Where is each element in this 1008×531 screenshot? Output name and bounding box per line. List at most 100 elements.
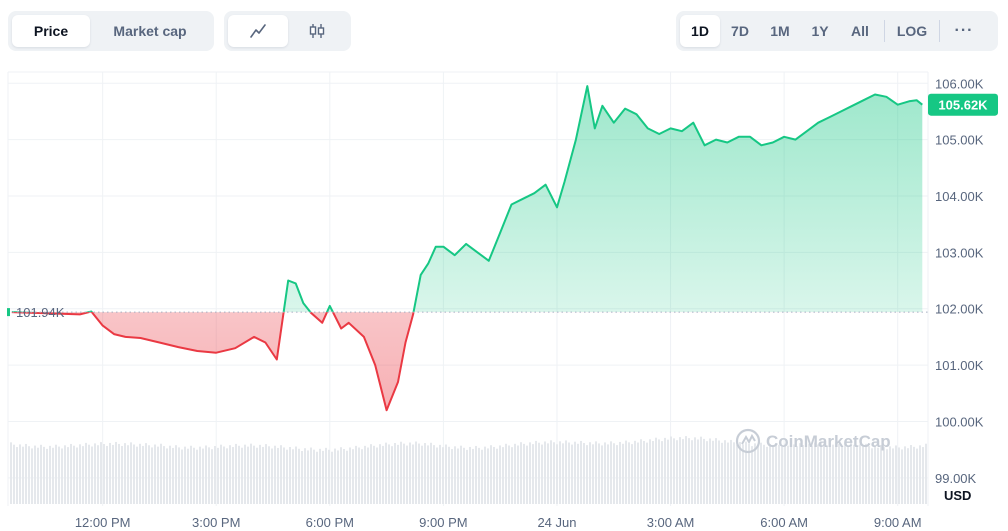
volume-bar: [193, 447, 195, 504]
range-all[interactable]: All: [851, 23, 869, 39]
volume-bar: [181, 449, 183, 504]
log-scale-button[interactable]: LOG: [896, 23, 928, 39]
volume-bar: [838, 443, 840, 504]
volume-bar: [91, 446, 93, 504]
volume-bar: [856, 447, 858, 504]
price-line-up: [11, 85, 923, 313]
watermark-text: CoinMarketCap: [766, 432, 891, 451]
volume-bar: [640, 439, 642, 504]
volume-bar: [223, 446, 225, 504]
volume-bar: [127, 445, 129, 504]
volume-bar: [229, 445, 231, 504]
volume-bar: [364, 445, 366, 504]
volume-bar: [547, 443, 549, 504]
volume-bar: [196, 449, 198, 504]
volume-bar: [628, 442, 630, 504]
volume-bar: [559, 441, 561, 504]
volume-bar: [142, 445, 144, 504]
range-1y[interactable]: 1Y: [811, 23, 829, 39]
volume-bar: [883, 447, 885, 504]
price-series: 101.94K: [7, 85, 928, 412]
volume-bar: [463, 447, 465, 504]
volume-bar: [538, 442, 540, 504]
volume-bar: [694, 437, 696, 504]
volume-bar: [433, 445, 435, 504]
volume-bar: [730, 439, 732, 504]
volume-bar: [568, 442, 570, 504]
volume-bar: [550, 440, 552, 504]
volume-bar: [865, 443, 867, 504]
time-range-toggle: 1D 7D 1M 1Y All LOG ···: [676, 11, 998, 51]
volume-bar: [286, 449, 288, 504]
volume-bar: [913, 446, 915, 504]
volume-bar: [610, 441, 612, 504]
volume-bar: [916, 448, 918, 504]
volume-bar: [763, 444, 765, 504]
volume-bar: [844, 443, 846, 504]
volume-bar: [250, 443, 252, 504]
tab-price[interactable]: Price: [12, 15, 90, 47]
y-tick-label: 105.00K: [935, 133, 984, 148]
volume-bar: [358, 447, 360, 504]
baseline-marker: [7, 308, 10, 317]
volume-bar: [769, 443, 771, 504]
volume-bar: [517, 445, 519, 504]
volume-bar: [247, 446, 249, 504]
range-1m[interactable]: 1M: [770, 23, 790, 39]
volume-bar: [442, 447, 444, 504]
volume-bar: [889, 446, 891, 504]
volume-bar: [592, 444, 594, 504]
volume-bar: [817, 444, 819, 504]
volume-bar: [172, 447, 174, 504]
volume-bar: [526, 445, 528, 504]
volume-bar: [901, 449, 903, 504]
x-tick-label: 3:00 PM: [192, 515, 240, 530]
volume-bar: [469, 446, 471, 504]
volume-bar: [925, 443, 927, 504]
volume-bar: [49, 445, 51, 504]
volume-bar: [118, 443, 120, 504]
divider: [884, 20, 885, 42]
line-chart-button[interactable]: [228, 15, 288, 47]
more-options-button[interactable]: ···: [954, 22, 974, 39]
volume-bar: [160, 443, 162, 504]
volume-bar: [643, 440, 645, 504]
volume-bar: [781, 446, 783, 504]
volume-bar: [496, 448, 498, 504]
volume-bar: [184, 446, 186, 504]
volume-bar: [457, 448, 459, 504]
volume-bar: [88, 444, 90, 504]
below-baseline-group: [11, 312, 415, 412]
volume-bar: [70, 443, 72, 504]
range-7d[interactable]: 7D: [731, 23, 749, 39]
volume-bar: [751, 446, 753, 504]
volume-bar: [922, 447, 924, 504]
volume-bar: [637, 442, 639, 504]
volume-bar: [892, 448, 894, 504]
range-1d[interactable]: 1D: [680, 15, 720, 47]
volume-bar: [175, 445, 177, 504]
volume-bar: [448, 446, 450, 504]
volume-bar: [691, 440, 693, 504]
volume-bar: [814, 442, 816, 504]
volume-bar: [352, 449, 354, 504]
volume-bar: [28, 446, 30, 504]
volume-bar: [841, 446, 843, 504]
volume-bar: [208, 447, 210, 504]
view-toggle: Price Market cap: [8, 11, 214, 51]
volume-bar: [532, 444, 534, 504]
volume-bar: [688, 438, 690, 504]
volume-bar: [910, 445, 912, 504]
candlestick-button[interactable]: [288, 15, 348, 47]
current-price-label: 105.62K: [938, 98, 988, 113]
volume-bar: [178, 447, 180, 504]
volume-bar: [739, 442, 741, 504]
volume-bar: [292, 449, 294, 504]
volume-bar: [745, 441, 747, 504]
volume-bar: [811, 445, 813, 504]
tab-market-cap[interactable]: Market cap: [113, 23, 187, 39]
volume-bar: [595, 441, 597, 504]
volume-bar: [76, 447, 78, 504]
volume-bar: [346, 450, 348, 504]
